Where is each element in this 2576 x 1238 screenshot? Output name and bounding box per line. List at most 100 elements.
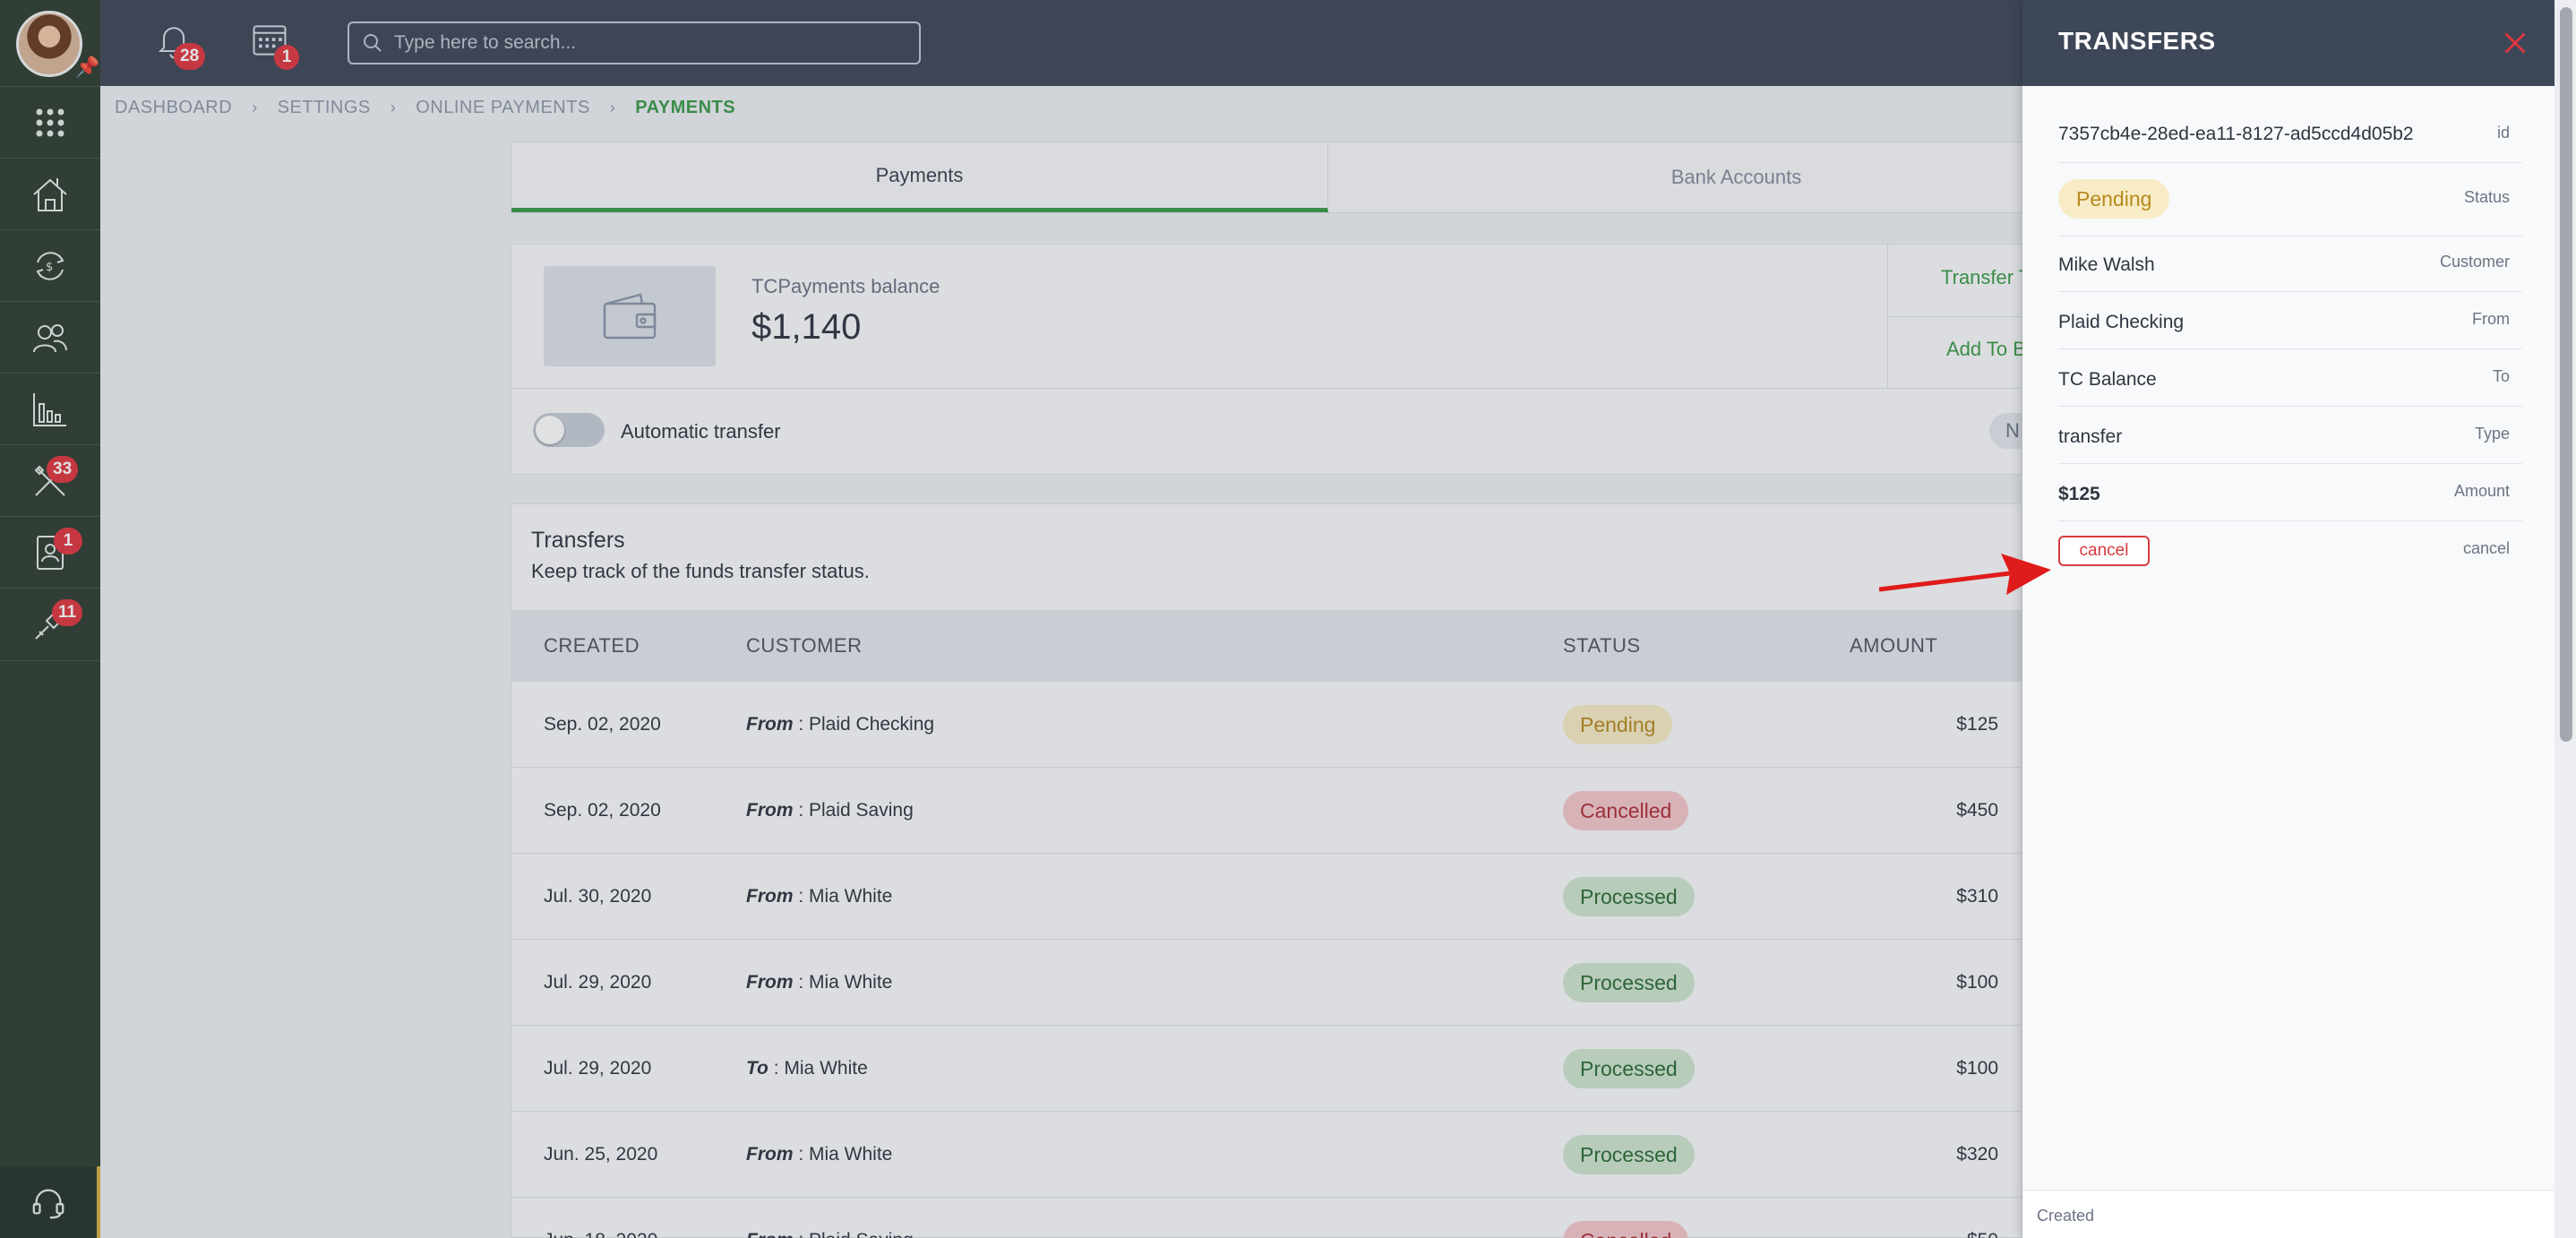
add-to-balance-link[interactable]: Add To B (1946, 338, 2026, 360)
customers-icon[interactable] (0, 301, 100, 373)
integrations-badge: 11 (52, 599, 83, 626)
transfer-detail-panel: TRANSFERS 7357cb4e-28ed-ea11-8127-ad5ccd… (2022, 0, 2555, 1238)
row-created: Sep. 02, 2020 (544, 800, 661, 821)
calendar-icon[interactable]: 1 (249, 20, 303, 70)
table-row[interactable]: Jul. 30, 2020 From : Mia White Processed… (511, 854, 2023, 940)
balance-label: TCPayments balance (751, 275, 940, 297)
notifications-bell-icon[interactable]: 28 (154, 20, 208, 70)
transfers-title: Transfers (531, 528, 625, 553)
pin-icon[interactable]: 📌 (75, 56, 100, 78)
transfer-to-bank-link[interactable]: Transfer T (1941, 266, 2031, 288)
column-amount[interactable]: AMOUNT (1850, 634, 1938, 657)
status-badge: Cancelled (1563, 1221, 1689, 1238)
row-created: Sep. 02, 2020 (544, 714, 661, 735)
table-row[interactable]: Jul. 29, 2020 From : Mia White Processed… (511, 940, 2023, 1026)
row-amount: $320 (1956, 1144, 1998, 1165)
transfers-table-header: CREATED CUSTOMER STATUS AMOUNT (511, 610, 2023, 682)
created-label: Created (2037, 1207, 2095, 1225)
status-badge: Processed (1563, 1135, 1695, 1174)
from-label: From (2472, 310, 2510, 328)
id-label: id (2496, 124, 2510, 142)
row-customer: From : Mia White (746, 886, 893, 907)
balance-value: $1,140 (751, 307, 862, 347)
breadcrumb: DASHBOARD › SETTINGS › ONLINE PAYMENTS ›… (115, 95, 735, 120)
row-created: Jul. 29, 2020 (544, 1058, 652, 1079)
search-icon (364, 34, 382, 52)
panel-header: TRANSFERS (2022, 0, 2555, 86)
row-customer: From : Mia White (746, 972, 893, 993)
table-row[interactable]: Jul. 29, 2020 To : Mia White Processed $… (511, 1026, 2023, 1112)
tab-payments[interactable]: Payments (511, 142, 1328, 212)
table-row[interactable]: Jun. 18, 2020 From : Plaid Saving Cancel… (511, 1198, 2023, 1238)
contacts-icon[interactable]: 1 (0, 516, 100, 588)
breadcrumb-dashboard[interactable]: DASHBOARD (115, 97, 233, 117)
scrollbar-thumb[interactable] (2560, 7, 2572, 742)
transfers-card: Transfers Keep track of the funds transf… (511, 503, 2023, 1238)
row-created: Jun. 25, 2020 (544, 1144, 658, 1165)
search-box[interactable] (348, 21, 921, 64)
row-customer: From : Plaid Checking (746, 714, 935, 735)
column-created[interactable]: CREATED (544, 634, 640, 657)
id-value: 7357cb4e-28ed-ea11-8127-ad5ccd4d05b2 (2058, 124, 2414, 144)
column-status[interactable]: STATUS (1563, 634, 1641, 657)
customer-value: Mike Walsh (2058, 254, 2155, 275)
row-customer: From : Mia White (746, 1144, 893, 1165)
table-row[interactable]: Jun. 25, 2020 From : Mia White Processed… (511, 1112, 2023, 1198)
field-status: Pending Status (2058, 163, 2522, 236)
status-badge: Processed (1563, 1049, 1695, 1088)
balance-card: TCPayments balance $1,140 Transfer T Add… (511, 244, 2043, 475)
top-bar: 28 1 (100, 0, 2022, 86)
user-avatar[interactable] (16, 11, 82, 77)
sync-dollar-icon[interactable]: $ (0, 229, 100, 301)
left-rail: 📌 $ 33 1 11 (0, 0, 100, 1238)
chevron-right-icon: › (252, 98, 258, 116)
breadcrumb-online-payments[interactable]: ONLINE PAYMENTS (416, 97, 590, 117)
chevron-right-icon: › (609, 98, 616, 116)
apps-grid-icon[interactable] (0, 86, 100, 158)
automatic-transfer-toggle[interactable] (533, 413, 605, 447)
table-row[interactable]: Sep. 02, 2020 From : Plaid Saving Cancel… (511, 768, 2023, 854)
to-label: To (2492, 367, 2510, 385)
field-id: 7357cb4e-28ed-ea11-8127-ad5ccd4d05b2 id (2058, 104, 2522, 163)
status-badge: Processed (1563, 963, 1695, 1002)
status-badge: Processed (1563, 877, 1695, 916)
breadcrumb-settings[interactable]: SETTINGS (277, 97, 371, 117)
field-from: Plaid Checking From (2058, 292, 2522, 349)
support-headset-icon[interactable] (0, 1166, 100, 1238)
status-label: Status (2463, 188, 2510, 206)
tools-badge: 33 (47, 456, 79, 483)
cancel-transfer-button[interactable]: cancel (2058, 536, 2150, 566)
notifications-badge: 28 (174, 43, 206, 70)
breadcrumb-payments: PAYMENTS (635, 97, 736, 117)
field-customer: Mike Walsh Customer (2058, 236, 2522, 292)
transfers-subtitle: Keep track of the funds transfer status. (531, 560, 870, 582)
row-customer: From : Plaid Saving (746, 1198, 914, 1238)
row-customer: From : Plaid Saving (746, 800, 914, 821)
divider (511, 388, 2023, 389)
column-customer[interactable]: CUSTOMER (746, 634, 863, 657)
field-cancel: cancel cancel (2058, 521, 2522, 579)
type-label: Type (2474, 425, 2510, 443)
amount-value: $125 (2058, 484, 2100, 504)
reports-chart-icon[interactable] (0, 373, 100, 444)
row-amount: $50 (1891, 1198, 1998, 1238)
wallet-icon (544, 266, 716, 366)
field-to: TC Balance To (2058, 349, 2522, 407)
row-amount: $450 (1956, 800, 1998, 821)
contacts-badge: 1 (54, 528, 82, 555)
home-icon[interactable] (0, 158, 100, 229)
search-input[interactable] (394, 32, 896, 54)
row-amount: $100 (1956, 1058, 1998, 1079)
customer-label: Customer (2439, 253, 2510, 271)
tools-icon[interactable]: 33 (0, 444, 100, 516)
svg-text:$: $ (46, 261, 53, 274)
status-badge: Pending (2058, 179, 2170, 219)
status-badge: Pending (1563, 705, 1673, 744)
calendar-badge: 1 (274, 45, 299, 70)
field-type: transfer Type (2058, 407, 2522, 464)
integrations-icon[interactable]: 11 (0, 588, 100, 661)
chevron-right-icon: › (390, 98, 397, 116)
table-row[interactable]: Sep. 02, 2020 From : Plaid Checking Pend… (511, 682, 2023, 768)
close-icon[interactable] (2495, 23, 2535, 63)
amount-label: Amount (2453, 482, 2510, 500)
